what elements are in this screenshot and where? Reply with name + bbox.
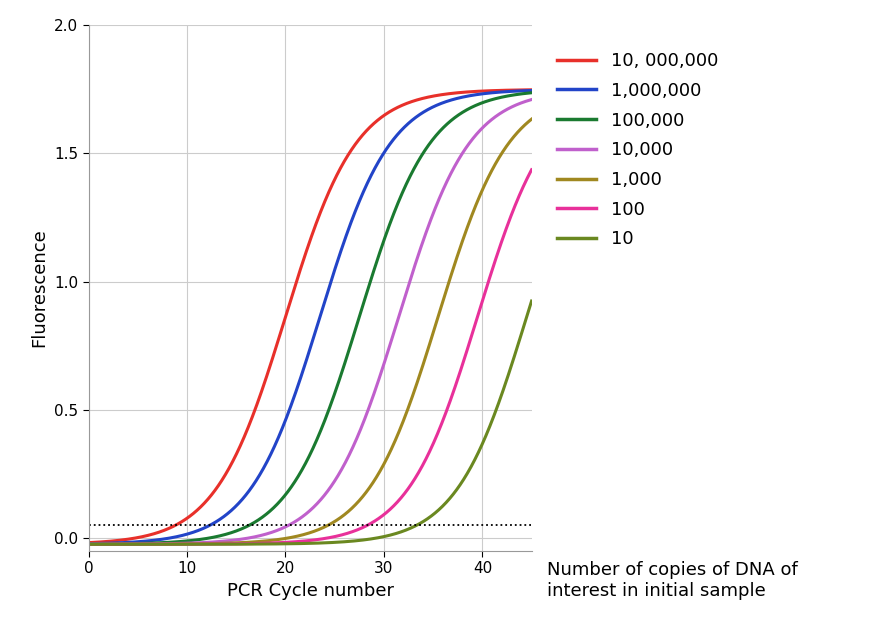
Text: Number of copies of DNA of
interest in initial sample: Number of copies of DNA of interest in i… (547, 561, 798, 600)
Legend: 10, 000,000, 1,000,000, 100,000, 10,000, 1,000, 100, 10: 10, 000,000, 1,000,000, 100,000, 10,000,… (549, 45, 726, 256)
X-axis label: PCR Cycle number: PCR Cycle number (227, 582, 393, 599)
Y-axis label: Fluorescence: Fluorescence (30, 229, 49, 348)
